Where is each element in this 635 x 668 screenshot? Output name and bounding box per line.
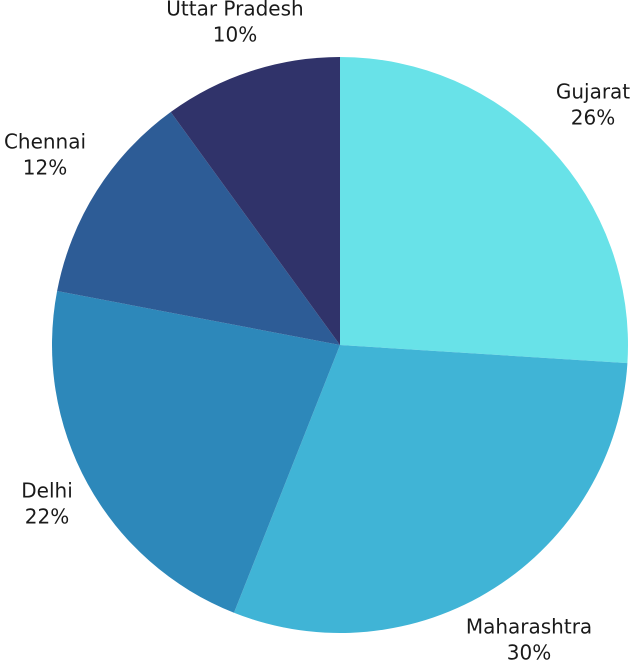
- slice-label-gujarat: Gujarat: [556, 80, 630, 104]
- slice-value-gujarat: 26%: [571, 106, 615, 130]
- slice-label-delhi: Delhi: [21, 479, 73, 503]
- slice-value-chennai: 12%: [23, 156, 67, 180]
- pie-slice-uttar-pradesh: [170, 57, 340, 345]
- pie-slice-maharashtra: [233, 345, 628, 634]
- slice-value-maharashtra: 30%: [507, 641, 551, 665]
- slice-value-uttar-pradesh: 10%: [213, 23, 257, 47]
- slice-label-chennai: Chennai: [4, 130, 86, 154]
- slice-label-uttar-pradesh: Uttar Pradesh: [166, 0, 303, 21]
- pie-slice-delhi: [51, 291, 340, 613]
- slice-value-delhi: 22%: [25, 505, 69, 529]
- pie-labels: Gujarat26%Maharashtra30%Delhi22%Chennai1…: [4, 0, 630, 665]
- pie-slices: [51, 57, 628, 634]
- pie-slice-chennai: [57, 112, 340, 345]
- pie-slice-gujarat: [340, 57, 628, 364]
- slice-label-maharashtra: Maharashtra: [466, 615, 592, 639]
